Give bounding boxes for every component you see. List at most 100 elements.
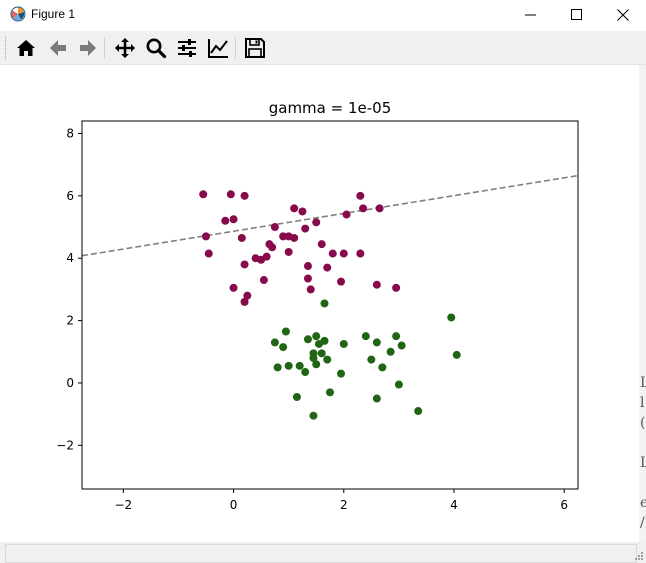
data-point-class-b [414, 407, 423, 416]
toolbar-separator [104, 37, 105, 59]
data-point-class-b [339, 339, 348, 348]
maximize-icon [571, 9, 582, 20]
toolbar-separator [235, 37, 236, 59]
edit-axes-button[interactable] [205, 35, 231, 61]
data-point-class-b [309, 411, 318, 420]
scatter-plot: gamma = 1e-05 −2 0 2 4 6 −2 0 2 4 6 8 [56, 99, 579, 512]
status-message [5, 544, 637, 563]
data-point-class-a [240, 260, 249, 269]
data-point-class-a [204, 249, 213, 258]
data-point-class-b [281, 327, 290, 336]
data-points [199, 190, 461, 420]
move-icon [115, 38, 135, 58]
data-point-class-b [320, 299, 329, 308]
data-point-class-b [378, 363, 387, 372]
data-point-class-b [372, 394, 381, 403]
y-tick-label: 6 [66, 189, 74, 203]
minimize-button[interactable] [508, 0, 554, 30]
data-point-class-b [295, 361, 304, 370]
zoom-button[interactable] [143, 35, 169, 61]
data-point-class-a [356, 249, 365, 258]
x-tick-label: −2 [114, 498, 132, 512]
data-point-class-b [392, 332, 401, 341]
x-tick-label: 6 [560, 498, 568, 512]
data-point-class-a [312, 218, 321, 227]
data-point-class-b [367, 355, 376, 364]
forward-button[interactable] [75, 35, 101, 61]
data-point-class-a [268, 243, 277, 252]
data-point-class-a [270, 223, 279, 232]
matplotlib-icon [10, 6, 26, 22]
data-point-class-a [240, 297, 249, 306]
decision-boundary-line [82, 174, 578, 257]
floppy-disk-icon [245, 38, 265, 58]
background-window-edge: L l ( L e / [639, 65, 646, 542]
data-point-class-a [301, 224, 310, 233]
y-tick-label: 8 [66, 126, 74, 140]
data-point-class-a [328, 249, 337, 258]
data-point-class-b [312, 360, 321, 369]
resize-grip-icon[interactable] [634, 551, 644, 561]
data-point-class-a [323, 263, 332, 272]
data-point-class-b [273, 363, 282, 372]
data-point-class-a [221, 216, 230, 225]
data-point-class-a [303, 274, 312, 283]
data-point-class-b [323, 355, 332, 364]
arrow-left-icon [50, 40, 66, 56]
title-bar[interactable]: Figure 1 [0, 0, 646, 30]
data-point-class-b [309, 349, 318, 358]
data-point-class-a [303, 262, 312, 271]
axis-ticks: −2 0 2 4 6 −2 0 2 4 6 8 [56, 126, 568, 512]
sliders-icon [178, 39, 196, 57]
search-icon [146, 38, 167, 59]
data-point-class-a [392, 283, 401, 292]
data-point-class-a [284, 247, 293, 256]
data-point-class-b [386, 347, 395, 356]
data-point-class-a [199, 190, 208, 199]
save-button[interactable] [242, 35, 268, 61]
data-point-class-a [306, 285, 315, 294]
home-button[interactable] [13, 35, 39, 61]
data-point-class-b [337, 369, 346, 378]
data-point-class-b [303, 335, 312, 344]
arrow-right-icon [80, 40, 96, 56]
back-button[interactable] [45, 35, 71, 61]
data-point-class-b [452, 350, 461, 359]
home-icon [17, 40, 35, 56]
data-point-class-a [317, 240, 326, 249]
data-point-class-a [339, 249, 348, 258]
y-tick-label: −2 [56, 438, 74, 452]
data-point-class-a [202, 232, 210, 241]
configure-subplots-button[interactable] [174, 35, 200, 61]
data-point-class-b [372, 338, 381, 347]
data-point-class-b [312, 332, 321, 341]
data-point-class-b [317, 349, 326, 358]
maximize-button[interactable] [554, 0, 600, 30]
data-point-class-b [301, 368, 310, 377]
status-bar [0, 542, 646, 563]
data-point-class-b [447, 313, 456, 322]
pan-button[interactable] [112, 35, 138, 61]
y-tick-label: 2 [66, 314, 74, 328]
data-point-class-a [259, 276, 268, 285]
data-point-class-a [356, 191, 365, 200]
axes-frame [81, 120, 579, 490]
data-point-class-a [240, 191, 249, 200]
minimize-icon [525, 14, 536, 16]
data-point-class-a [375, 204, 384, 213]
chart-title: gamma = 1e-05 [269, 99, 392, 117]
window-title: Figure 1 [31, 7, 76, 21]
data-point-class-a [243, 291, 252, 300]
figure-canvas[interactable]: gamma = 1e-05 −2 0 2 4 6 −2 0 2 4 6 8 [3, 65, 639, 541]
data-point-class-b [326, 388, 334, 397]
data-point-class-a [229, 283, 238, 292]
data-point-class-a [237, 233, 246, 242]
data-point-class-a [372, 280, 381, 289]
x-tick-label: 2 [340, 498, 348, 512]
data-point-class-a [262, 252, 271, 261]
data-point-class-a [337, 277, 346, 286]
data-point-class-a [342, 210, 351, 219]
toolbar-grip[interactable] [5, 36, 8, 59]
close-button[interactable] [600, 0, 646, 30]
